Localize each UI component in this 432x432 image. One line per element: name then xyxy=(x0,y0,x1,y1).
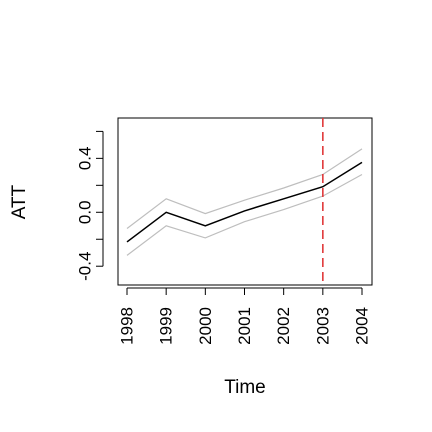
plot-box xyxy=(117,117,373,286)
x-tick-label: 2002 xyxy=(274,307,293,345)
x-tick-label: 2000 xyxy=(196,307,215,345)
y-tick-label: 0.0 xyxy=(76,200,95,224)
x-axis-title: Time xyxy=(224,377,266,398)
x-tick-label: 1999 xyxy=(157,307,176,345)
y-axis-title: ATT xyxy=(9,184,30,219)
series-line-estimate xyxy=(126,161,363,243)
x-tick-label: 1998 xyxy=(118,307,137,345)
y-axis: -0.4 0.0 0.4 xyxy=(76,130,104,281)
y-tick-label: -0.4 xyxy=(76,252,95,281)
x-tick-label: 2004 xyxy=(353,307,372,345)
x-tick-label: 2001 xyxy=(235,307,254,345)
x-axis: 1998 1999 2000 2001 2002 2003 2004 xyxy=(118,287,372,345)
y-tick-label: 0.4 xyxy=(76,147,95,171)
series-lines xyxy=(126,148,363,256)
x-tick-label: 2003 xyxy=(313,307,332,345)
series-line-upper xyxy=(126,148,363,229)
